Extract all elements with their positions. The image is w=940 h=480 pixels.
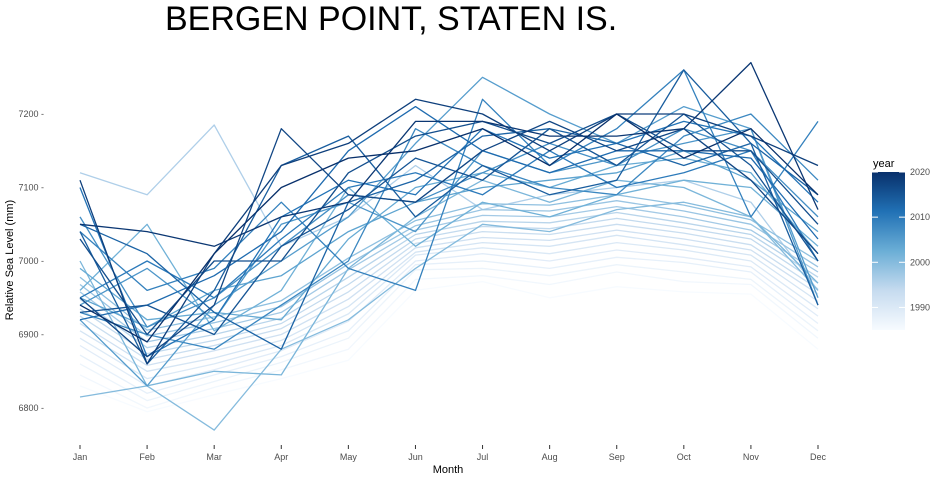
- series-line-1997: [79, 205, 819, 343]
- series-line-2015: [79, 113, 819, 336]
- series-line-2020: [79, 113, 819, 343]
- legend-colorbar: [872, 172, 905, 330]
- legend-tick-label: 2010: [910, 212, 930, 222]
- y-tick-label: 7200 -: [18, 109, 44, 119]
- y-axis: 6800 - 6900 - 7000 - 7100 - 7200 -: [18, 109, 44, 413]
- series-line-2011: [79, 120, 819, 358]
- x-tick-label: Apr: [274, 452, 288, 462]
- series-line-1992: [79, 229, 819, 367]
- series-line-1991: [79, 234, 819, 372]
- series-line-1987: [79, 264, 819, 402]
- series-line-2000: [79, 201, 819, 431]
- x-axis-title: Month: [433, 464, 464, 476]
- chart-title: BERGEN POINT, STATEN IS.: [165, 0, 617, 38]
- series-line-1989: [79, 249, 819, 387]
- x-tick-label: Oct: [677, 452, 692, 462]
- series-line-1988: [79, 256, 819, 394]
- series-line-2017: [79, 120, 819, 358]
- y-tick-label: 6800 -: [18, 403, 44, 413]
- series-line-1985: [79, 280, 819, 413]
- legend-title: year: [873, 158, 895, 170]
- x-axis: Jan Feb Mar Apr May Jun Jul Aug Sep Oct Nov Dec: [73, 445, 827, 462]
- series-line-2005: [79, 76, 819, 387]
- x-tick-label: Feb: [139, 452, 155, 462]
- series-line-2019: [79, 61, 819, 247]
- legend-tick-label: 2020: [910, 167, 930, 177]
- series-line-1995: [79, 211, 819, 349]
- series-line-2008: [79, 113, 819, 350]
- y-tick-label: 7000 -: [18, 256, 44, 266]
- series-line-1998: [79, 200, 819, 337]
- series-line-1986: [79, 271, 819, 409]
- x-tick-label: Mar: [206, 452, 222, 462]
- y-tick-label: 6900 -: [18, 330, 44, 340]
- series-line-2001: [79, 179, 819, 387]
- legend-tick-label: 1990: [910, 302, 930, 312]
- legend: year 1990 2000 2010 2020: [872, 158, 930, 330]
- legend-ticks: 1990 2000 2010 2020: [872, 167, 930, 312]
- x-tick-label: Aug: [542, 452, 558, 462]
- x-tick-label: Nov: [743, 452, 760, 462]
- x-tick-label: Dec: [810, 452, 827, 462]
- series-line-2010: [79, 150, 819, 299]
- series-line-1994: [79, 217, 819, 355]
- y-axis-title: Relative Sea Level (mm): [4, 200, 16, 320]
- series-line-1993: [79, 223, 819, 361]
- x-tick-label: Sep: [609, 452, 625, 462]
- x-tick-label: Jan: [73, 452, 88, 462]
- series-line-1990: [79, 241, 819, 380]
- y-tick-label: 7100 -: [18, 183, 44, 193]
- series-line-2014: [79, 69, 819, 365]
- series-lines: [79, 61, 819, 431]
- x-tick-label: May: [340, 452, 358, 462]
- legend-tick-label: 2000: [910, 257, 930, 267]
- x-tick-label: Jul: [477, 452, 489, 462]
- x-tick-label: Jun: [408, 452, 423, 462]
